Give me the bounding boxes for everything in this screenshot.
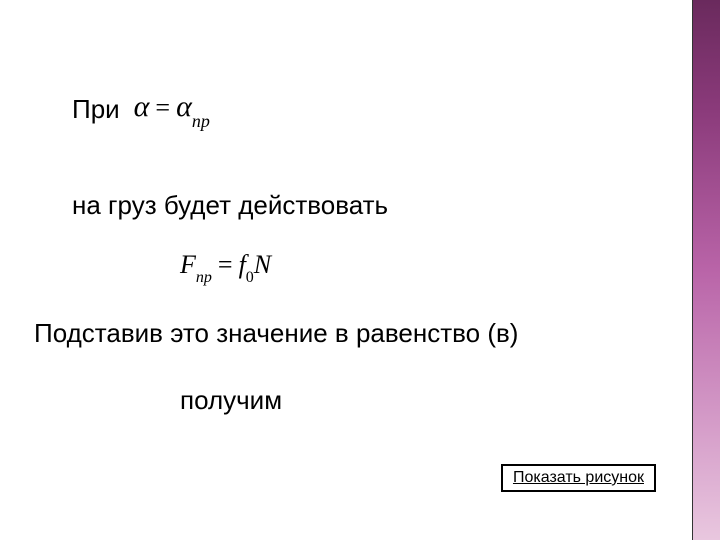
text-line3: Подставив это значение в равенство (в) <box>34 318 518 349</box>
lhs-F: F <box>180 250 196 279</box>
eq-sign-2: = <box>212 250 239 279</box>
line-1: При α=αпр <box>72 90 210 128</box>
text-pri: При <box>72 94 120 125</box>
lhs-alpha: α <box>134 90 150 123</box>
side-gradient-bar <box>692 0 720 540</box>
rhs-f-sub: 0 <box>246 269 254 286</box>
text-line2: на груз будет действовать <box>72 190 388 221</box>
formula-F-eq: Fпр=f0N <box>180 250 271 284</box>
slide: При α=αпр на груз будет действовать Fпр=… <box>0 0 720 540</box>
eq-sign: = <box>149 93 176 122</box>
text-line4: получим <box>180 385 282 416</box>
rhs-f: f <box>239 250 246 279</box>
show-figure-button[interactable]: Показать рисунок <box>501 464 656 492</box>
lhs-F-sub: пр <box>196 269 212 286</box>
rhs-sub: пр <box>192 111 210 131</box>
rhs-N: N <box>254 250 271 279</box>
formula-alpha-eq: α=αпр <box>134 90 210 128</box>
rhs-alpha: α <box>176 90 192 123</box>
